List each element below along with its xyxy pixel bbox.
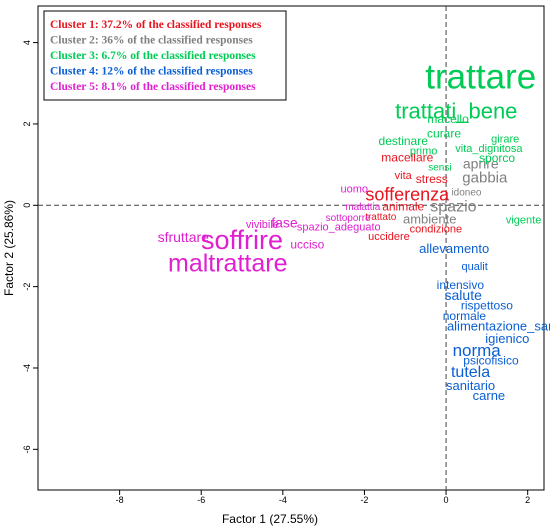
y-tick-label: 2 [22,121,32,126]
plot-frame [37,5,545,491]
word-point: aprire [463,155,499,171]
word-point: sofferenza [365,184,450,204]
word-point: intensivo [437,278,485,292]
word-point: trattare [425,57,536,96]
word-point: allevamento [419,241,489,256]
y-tick-label: -4 [22,364,32,372]
word-point: maltrattare [168,250,287,278]
word-point: norma [453,341,502,360]
x-tick-label: -6 [197,495,205,505]
legend-entry: Cluster 5: 8.1% of the classified respon… [50,81,256,93]
legend-entry: Cluster 1: 37.2% of the classified respo… [50,19,262,31]
legend-box [43,10,287,101]
y-axis-label: Factor 2 (25.86%) [2,200,16,296]
word-point: stress [416,172,448,186]
word-point: spazio_adeguato [297,222,381,234]
word-point: qualit [461,261,487,273]
x-tick-label: 2 [525,495,530,505]
word-point: sfruttare [158,229,210,245]
y-tick-label: -6 [22,445,32,453]
word-point: carne [473,388,506,403]
word-point: vita_dignitosa [455,143,523,155]
word-point: condizione [410,224,463,236]
x-tick-label: -4 [279,495,287,505]
legend: Cluster 1: 37.2% of the classified respo… [43,10,287,101]
y-tick-label: 4 [22,40,32,45]
word-point: spazio [430,199,476,216]
word-point: girare [491,133,519,145]
word-point: destinare [379,134,429,148]
word-point: animale [382,199,424,213]
word-point: tutela [451,364,490,381]
word-point: sottoporre [326,213,371,224]
y-tick-label: -2 [22,283,32,291]
word-point: rispettoso [461,298,513,312]
axis-ticks: -8 -6 -4 -2 0 2 -6 -4 -2 0 2 4 [22,40,530,505]
legend-entry: Cluster 4: 12% of the classified respons… [50,66,253,78]
x-tick-label: -8 [116,495,124,505]
word-point: vivibile [246,219,279,231]
word-point: soffrire [201,225,283,255]
word-point: macello [427,112,469,126]
legend-entry: Cluster 3: 6.7% of the classified respon… [50,50,256,62]
word-point: sporco [479,151,515,165]
word-point: gabbia [462,169,508,186]
word-point: psicofisico [463,354,519,368]
word-point: ucciso [290,238,324,252]
word-point: salute [445,287,483,303]
x-tick-label: -2 [360,495,368,505]
word-point: uomo [340,184,368,196]
word-point: vigente [506,215,541,227]
word-point: primo [410,146,438,158]
word-point: idoneo [451,188,481,199]
word-point: trattato [365,212,397,223]
word-point: uccidere [368,231,410,243]
x-tick-label: 0 [444,495,449,505]
word-point: sensi [428,163,451,174]
word-point: alimentazione_san [447,319,550,334]
word-point: sanitario [446,378,495,393]
word-point: malattia [345,202,380,213]
word-point: normale [443,309,487,323]
word-point: fase [271,215,298,231]
word-point: igienico [485,331,529,346]
word-point: ambiente [403,211,456,226]
word-point: trattati_bene [395,98,517,123]
legend-entry: Cluster 2: 36% of the classified respons… [50,35,253,47]
y-tick-label: 0 [22,203,32,208]
reference-lines [38,6,544,490]
word-point: curare [427,127,461,141]
word-point: macellare [381,151,433,165]
word-point: vita [395,170,413,182]
x-axis-label: Factor 1 (27.55%) [222,512,318,526]
